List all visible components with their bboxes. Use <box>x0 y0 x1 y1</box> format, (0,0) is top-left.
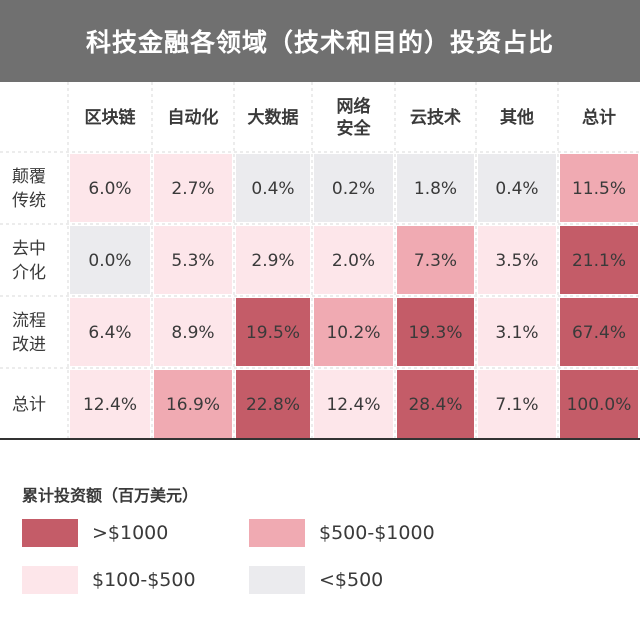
heatmap-cell <box>397 154 474 222</box>
heatmap-cell <box>236 154 310 222</box>
cell-value: 2.0% <box>332 251 375 271</box>
legend-label: $100-$500 <box>92 569 196 591</box>
legend-swatch <box>249 566 305 594</box>
heatmap-cell <box>236 370 310 438</box>
heatmap-cell <box>236 226 310 294</box>
cell-value: 3.5% <box>495 251 538 271</box>
chart-title: 科技金融各领域（技术和目的）投资占比 <box>85 28 554 57</box>
column-header: 其他 <box>500 107 534 128</box>
column-header: 自动化 <box>168 107 219 128</box>
legend-label: >$1000 <box>92 522 169 544</box>
row-label: 流程改进 <box>12 311 46 355</box>
heatmap-cell <box>70 298 150 366</box>
column-header: 总计 <box>582 107 616 128</box>
heatmap-cell <box>478 370 556 438</box>
heatmap-cell <box>154 370 232 438</box>
heatmap-cell <box>560 298 638 366</box>
heatmap-cell <box>314 370 393 438</box>
cell-value: 0.4% <box>251 179 294 199</box>
cell-value: 22.8% <box>246 395 300 415</box>
title-bar: 科技金融各领域（技术和目的）投资占比 <box>0 0 640 82</box>
legend-item-over-1000: >$1000 <box>22 519 168 547</box>
column-header: 区块链 <box>85 107 137 128</box>
heatmap-cell <box>70 370 150 438</box>
heatmap-cell <box>560 370 638 438</box>
heatmap-cell <box>560 226 638 294</box>
cell-value: 1.8% <box>414 179 457 199</box>
cell-value: 2.9% <box>251 251 294 271</box>
legend-item-500-1000: $500-$1000 <box>249 519 435 547</box>
heatmap-cell <box>314 298 393 366</box>
heatmap-cell <box>478 298 556 366</box>
cell-value: 12.4% <box>326 395 380 415</box>
cell-value: 0.0% <box>88 251 131 271</box>
heatmap-cell <box>478 226 556 294</box>
cell-value: 2.7% <box>171 179 214 199</box>
column-header: 网络安全 <box>337 96 372 139</box>
heatmap-cell <box>478 154 556 222</box>
cell-value: 11.5% <box>572 179 626 199</box>
cell-value: 6.0% <box>88 179 131 199</box>
heatmap-cell <box>236 298 310 366</box>
legend-item-under-500: <$500 <box>249 566 383 594</box>
heatmap-cell <box>70 226 150 294</box>
cell-value: 3.1% <box>495 323 538 343</box>
heatmap-cell <box>70 154 150 222</box>
row-label: 总计 <box>12 395 46 415</box>
heatmap-cell <box>314 226 393 294</box>
cell-value: 7.1% <box>495 395 538 415</box>
cell-value: 67.4% <box>572 323 626 343</box>
heatmap-cell <box>560 154 638 222</box>
legend-swatch <box>249 519 305 547</box>
legend-label: $500-$1000 <box>319 522 435 544</box>
cell-value: 8.9% <box>171 323 214 343</box>
legend-swatch <box>22 566 78 594</box>
cell-value: 0.4% <box>495 179 538 199</box>
legend-swatch <box>22 519 78 547</box>
heatmap-cell <box>154 226 232 294</box>
column-header: 大数据 <box>248 107 299 128</box>
cell-value: 7.3% <box>414 251 457 271</box>
heatmap-cell <box>154 298 232 366</box>
cell-value: 0.2% <box>332 179 375 199</box>
heatmap-cell <box>397 226 474 294</box>
cell-value: 28.4% <box>408 395 462 415</box>
heatmap-cell <box>397 298 474 366</box>
row-label: 颠覆传统 <box>12 167 46 211</box>
cell-value: 5.3% <box>171 251 214 271</box>
cell-value: 19.5% <box>246 323 300 343</box>
cell-value: 21.1% <box>572 251 626 271</box>
cell-value: 19.3% <box>408 323 462 343</box>
legend-title: 累计投资额（百万美元） <box>22 486 199 505</box>
cell-value: 10.2% <box>326 323 380 343</box>
cell-value: 100.0% <box>567 395 632 415</box>
heatmap-cell <box>314 154 393 222</box>
cell-value: 6.4% <box>88 323 131 343</box>
legend-label: <$500 <box>319 569 384 591</box>
legend-item-100-500: $100-$500 <box>22 566 196 594</box>
cell-value: 12.4% <box>83 395 137 415</box>
heatmap-cell <box>154 154 232 222</box>
cell-value: 16.9% <box>166 395 220 415</box>
row-label: 去中介化 <box>12 239 46 283</box>
column-header: 云技术 <box>410 107 461 128</box>
heatmap-cell <box>397 370 474 438</box>
legend: 累计投资额（百万美元） >$1000 $500-$1000 $100-$500 … <box>0 442 640 625</box>
